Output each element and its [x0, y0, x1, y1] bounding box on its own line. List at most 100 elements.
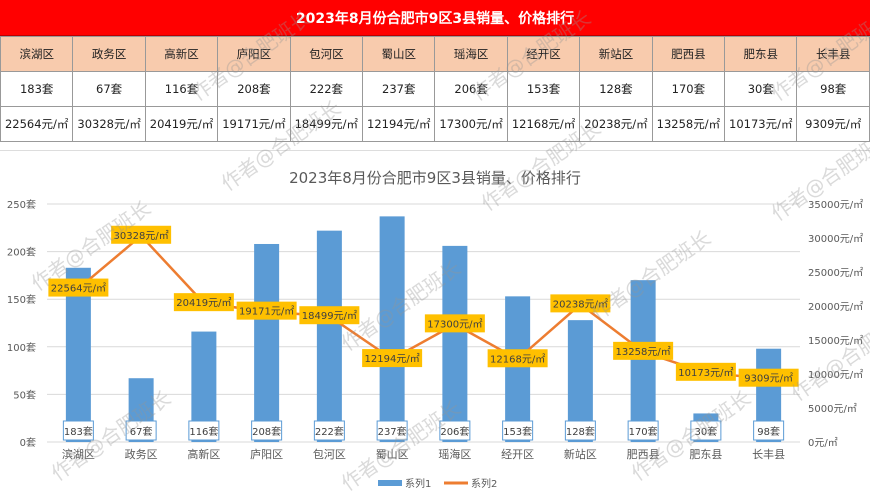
sales-label: 222套 — [315, 425, 344, 438]
price-label: 10173元/㎡ — [678, 367, 733, 379]
price-label-box — [613, 341, 674, 360]
price-row: 22564元/㎡ 30328元/㎡ 20419元/㎡ 19171元/㎡ 18499元/㎡… — [0, 106, 870, 142]
sales-cell: 170套 — [651, 71, 726, 107]
sales-cell: 222套 — [289, 71, 364, 107]
price-label: 18499元/㎡ — [302, 310, 357, 322]
price-label-box — [487, 349, 548, 368]
price-cell: 22564元/㎡ — [0, 106, 74, 142]
left-tick-label: 250套 — [7, 198, 36, 211]
right-tick-label: 5000元/㎡ — [808, 403, 857, 415]
right-tick-label: 25000元/㎡ — [808, 267, 863, 279]
price-cell: 19171元/㎡ — [217, 106, 291, 142]
category-label: 蜀山区 — [376, 448, 409, 461]
sales-label: 30套 — [695, 425, 718, 438]
category-label: 高新区 — [187, 447, 220, 461]
price-label-box — [362, 349, 423, 368]
price-cell: 20419元/㎡ — [144, 106, 219, 142]
district-cell: 高新区 — [144, 36, 219, 72]
sales-label-box — [502, 420, 534, 441]
category-label: 肥东县 — [689, 448, 722, 461]
sales-label: 128套 — [566, 425, 595, 438]
sales-label-box — [753, 420, 785, 441]
sales-label-box — [439, 420, 471, 441]
right-tick-label: 15000元/㎡ — [808, 335, 863, 347]
sales-label-box — [627, 420, 659, 441]
price-label: 22564元/㎡ — [51, 283, 106, 295]
left-tick-label: 0套 — [20, 436, 36, 449]
header-row: 滨湖区 政务区 高新区 庐阳区 包河区 蜀山区 瑶海区 经开区 新站区 肥西县 肥东县 长丰县 — [0, 36, 870, 72]
bar — [254, 243, 280, 442]
sales-label-box — [62, 420, 94, 441]
sales-cell: 98套 — [796, 71, 870, 107]
bar — [505, 296, 531, 442]
left-tick-label: 50套 — [13, 388, 36, 401]
price-label-box — [299, 306, 360, 325]
bar — [379, 216, 405, 442]
price-cell: 12194元/㎡ — [362, 106, 436, 142]
category-label: 滨湖区 — [62, 447, 95, 461]
district-cell: 蜀山区 — [362, 36, 436, 72]
sales-label-box — [564, 420, 596, 441]
bar — [442, 245, 468, 442]
price-cell: 13258元/㎡ — [651, 106, 726, 142]
sales-label: 170套 — [629, 425, 658, 438]
bar — [316, 230, 342, 442]
sales-label: 116套 — [189, 425, 218, 438]
price-label-box — [173, 293, 234, 312]
sales-cell: 30套 — [724, 71, 798, 107]
price-label-box — [424, 314, 485, 333]
left-tick-label: 200套 — [7, 246, 36, 259]
sales-label: 237套 — [378, 425, 407, 438]
price-cell: 17300元/㎡ — [434, 106, 508, 142]
sales-cell: 67套 — [72, 71, 146, 107]
district-cell: 经开区 — [506, 36, 581, 72]
right-tick-label: 0元/㎡ — [808, 437, 838, 449]
sales-label-box — [690, 420, 722, 441]
sales-label: 153套 — [503, 425, 532, 438]
sales-label-box — [125, 420, 157, 441]
sales-label-box — [188, 420, 220, 441]
price-label: 30328元/㎡ — [114, 230, 169, 242]
bar — [630, 280, 656, 442]
legend-series2: 系列2 — [471, 477, 497, 490]
left-tick-label: 100套 — [7, 341, 36, 354]
price-label: 20419元/㎡ — [176, 297, 231, 309]
price-cell: 9309元/㎡ — [796, 106, 870, 142]
category-label: 瑶海区 — [438, 447, 471, 461]
district-cell: 包河区 — [289, 36, 364, 72]
price-label: 12194元/㎡ — [365, 353, 420, 365]
right-tick-label: 20000元/㎡ — [808, 301, 863, 313]
price-label: 9309元/㎡ — [744, 373, 793, 385]
category-label: 经开区 — [501, 448, 534, 461]
district-cell: 长丰县 — [796, 36, 870, 72]
sales-cell: 208套 — [217, 71, 291, 107]
category-label: 庐阳区 — [250, 447, 283, 461]
district-cell: 政务区 — [72, 36, 146, 72]
sales-label: 208套 — [252, 425, 281, 438]
price-label-box — [111, 225, 172, 244]
price-cell: 20238元/㎡ — [579, 106, 653, 142]
left-tick-label: 150套 — [7, 293, 36, 306]
category-label: 新站区 — [564, 447, 597, 461]
price-label-box — [550, 294, 611, 313]
district-cell: 肥西县 — [651, 36, 726, 72]
chart-svg: 2023年8月份合肥市9区3县销量、价格排行 0套 50套 100套 150套 200套 2… — [7, 169, 863, 490]
table-title: 2023年8月份合肥市9区3县销量、价格排行 — [0, 0, 870, 36]
right-tick-label: 35000元/㎡ — [808, 199, 863, 211]
sales-cell: 237套 — [362, 71, 436, 107]
price-label: 12168元/㎡ — [490, 353, 545, 365]
right-tick-label: 10000元/㎡ — [808, 369, 863, 381]
sales-label-box — [251, 420, 283, 441]
legend-bar-swatch — [378, 480, 402, 486]
price-label-box — [675, 362, 736, 381]
sales-label-box — [313, 420, 345, 441]
right-tick-label: 30000元/㎡ — [808, 233, 863, 245]
sales-label: 206套 — [440, 425, 469, 438]
price-label-box — [738, 368, 799, 387]
chart: 2023年8月份合肥市9区3县销量、价格排行 0套 50套 100套 150套 200套 2… — [0, 150, 870, 492]
sales-cell: 116套 — [144, 71, 219, 107]
bar — [65, 267, 91, 442]
district-cell: 滨湖区 — [0, 36, 74, 72]
price-cell: 12168元/㎡ — [506, 106, 581, 142]
category-label: 长丰县 — [752, 448, 785, 461]
